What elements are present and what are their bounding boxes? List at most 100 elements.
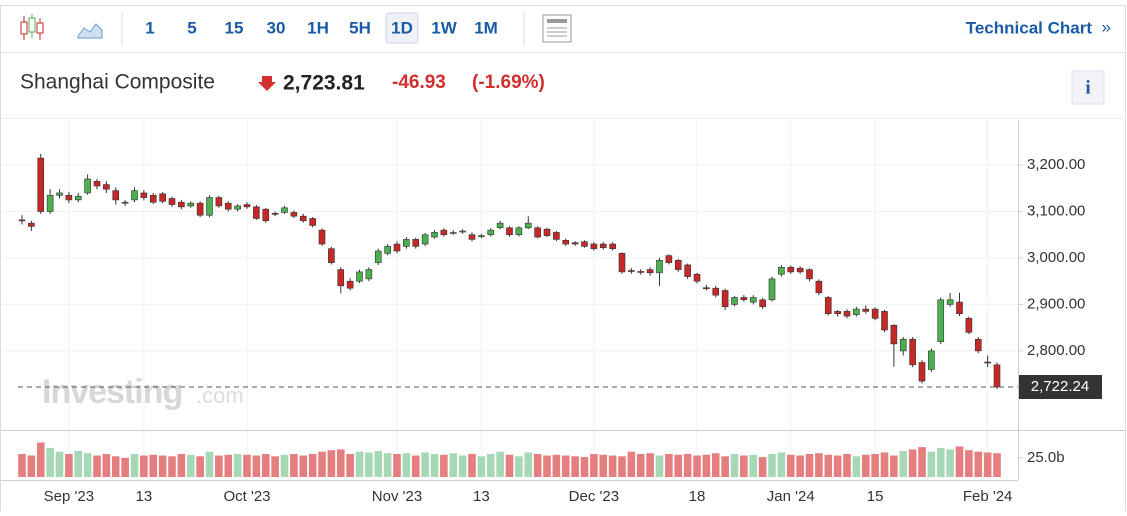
price-change-percent: (-1.69%) [472, 72, 545, 93]
candle-body [243, 204, 251, 208]
volume-bar [955, 446, 964, 477]
candle-body [965, 318, 973, 333]
volume-bar [805, 454, 814, 477]
volume-bar [168, 456, 176, 477]
volume-bar [580, 457, 589, 477]
volume-bar [440, 454, 448, 477]
volume-bar [402, 453, 411, 477]
candle-body [928, 350, 935, 370]
candle-body [984, 361, 991, 364]
candle-body [778, 266, 785, 275]
volume-bar [524, 452, 533, 477]
volume-bar [393, 454, 401, 477]
candle-body [993, 364, 1001, 388]
volume-bar [758, 457, 767, 477]
candle-body [84, 178, 91, 194]
x-tick-label: Oct '23 [223, 488, 270, 505]
volume-bar [327, 450, 336, 477]
candle-body [824, 297, 832, 315]
x-tick-label: 15 [867, 488, 884, 505]
volume-bar [205, 451, 214, 477]
candle-body [571, 242, 579, 245]
candle-body [140, 192, 148, 198]
candle-body [731, 297, 738, 305]
interval-button[interactable]: 1W [431, 18, 457, 37]
volume-bar [93, 455, 101, 477]
candle-body [46, 194, 54, 212]
volume-bar [618, 456, 626, 477]
candle-body [131, 190, 138, 201]
candle-body [253, 206, 260, 219]
volume-bar [730, 454, 739, 477]
candles-icon[interactable] [20, 14, 44, 40]
volume-bar [908, 449, 917, 477]
volume-bar [571, 456, 579, 477]
candle-body [449, 232, 457, 234]
volume-bar [430, 454, 439, 477]
volume-bar [861, 454, 870, 477]
y-tick-label: 2,900.00 [1027, 295, 1085, 312]
interval-button[interactable]: 1 [145, 18, 154, 37]
volume-bar [505, 454, 514, 477]
candle-body [759, 299, 766, 308]
volume-bar [655, 455, 664, 477]
candle-body [665, 255, 673, 263]
candle-body [346, 280, 354, 289]
volume-bar [83, 453, 92, 477]
interval-button[interactable]: 1H [307, 18, 329, 37]
interval-button[interactable]: 5 [187, 18, 196, 37]
candle-body [862, 308, 870, 312]
candle-body [534, 227, 541, 238]
volume-bar [749, 454, 758, 477]
info-icon[interactable]: i [1085, 77, 1090, 98]
x-tick-label: 13 [473, 488, 490, 505]
info-button[interactable] [1071, 70, 1105, 105]
x-tick-label: Nov '23 [372, 488, 422, 505]
volume-bar [149, 454, 158, 477]
candle-body [524, 222, 532, 229]
candle-body [787, 266, 795, 273]
down-arrow [258, 76, 276, 91]
volume-bar [374, 450, 383, 477]
area-icon[interactable] [77, 23, 103, 39]
interval-button[interactable]: 30 [267, 18, 286, 37]
volume-bar [674, 454, 683, 477]
volume-bar [449, 453, 458, 477]
candle-body [909, 338, 916, 366]
interval-button[interactable]: 5H [349, 18, 371, 37]
volume-bar [55, 451, 64, 477]
volume-bar [871, 454, 879, 477]
candle-body [946, 299, 954, 305]
candle-body [384, 246, 391, 254]
x-tick-label: Dec '23 [569, 488, 619, 505]
volume-bar [74, 450, 83, 477]
interval-button[interactable]: 15 [225, 18, 244, 37]
volume-bar [290, 454, 298, 477]
volume-bar [711, 453, 720, 477]
technical-chart-link[interactable]: Technical Chart [966, 18, 1093, 37]
candle-body [271, 213, 279, 215]
layout-icon[interactable] [542, 14, 572, 43]
interval-button[interactable]: 1M [474, 18, 498, 37]
link-arrow[interactable]: » [1102, 17, 1111, 36]
volume-bar [111, 456, 120, 477]
volume-bar [777, 452, 786, 477]
candle-body [609, 243, 616, 249]
candle-body [168, 198, 176, 205]
candle-body [703, 287, 710, 290]
volume-bar [130, 454, 139, 477]
volume-bar [18, 454, 26, 477]
candle-body [328, 248, 335, 263]
volume-bar [308, 454, 317, 477]
volume-bar [918, 447, 926, 477]
candle-body [815, 280, 823, 294]
candle-body [768, 278, 776, 301]
interval-button[interactable]: 1D [391, 18, 413, 37]
volume-bar [843, 454, 851, 477]
candle-body [74, 195, 82, 201]
volume-bar [280, 454, 289, 477]
volume-bar [355, 451, 364, 477]
volume-bar [552, 454, 561, 477]
volume-bar [927, 451, 936, 477]
